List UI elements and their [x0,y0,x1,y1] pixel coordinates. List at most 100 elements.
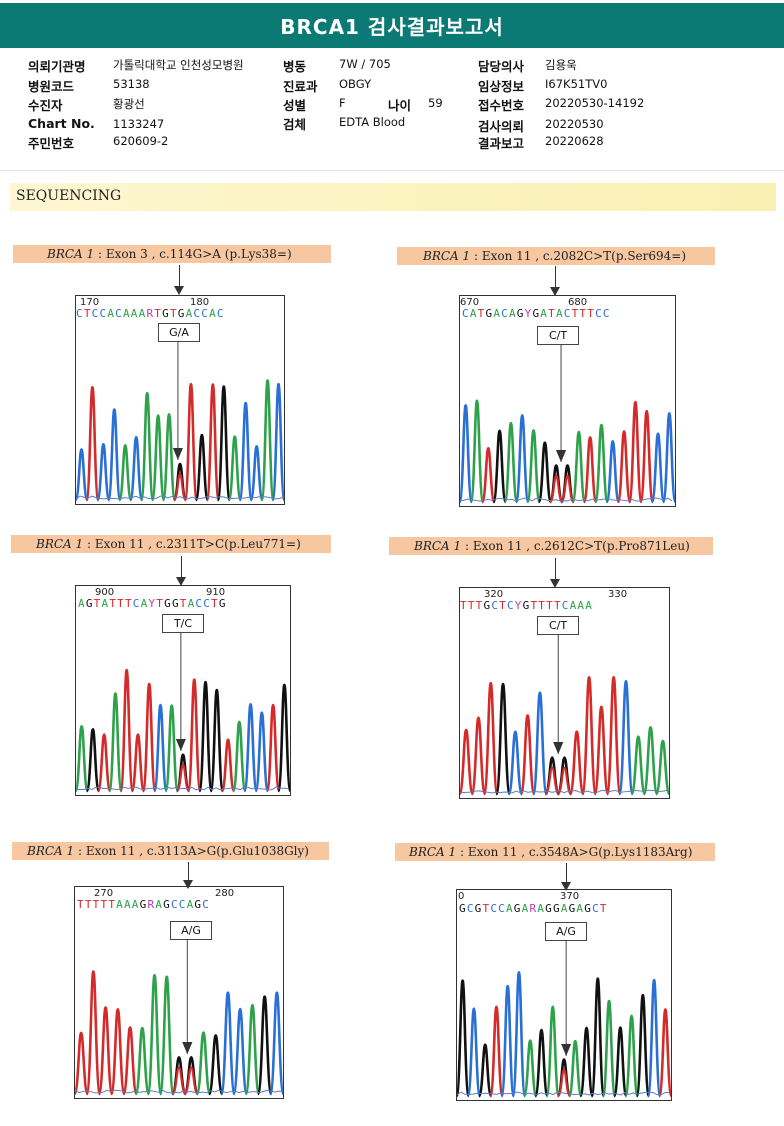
variant-marker-triangle-icon [175,739,186,751]
trace-peak [256,995,273,1096]
trace-peak-secondary [171,1066,187,1096]
trace-peak [107,408,122,502]
trace-peak [243,702,259,793]
specimen-label: 검체 [283,117,307,132]
variant-label: BRCA 1 : Exon 11 , c.2311T>C(p.Leu771=) [11,535,331,553]
trace-peak [216,385,232,502]
trace-peak [646,978,662,1098]
gene-name: BRCA 1 [36,537,84,551]
arrow-down-icon [176,577,186,586]
trace-peak [593,423,609,504]
position-label: 270 [94,888,114,899]
trace-peak [507,730,524,796]
position-label: 680 [568,297,588,308]
request-date-value: 20220530 [545,117,604,131]
trace-peak [122,1026,139,1096]
trace-peak [130,733,146,793]
position-label: 370 [560,891,580,902]
trace-peak [624,1014,640,1098]
chromatogram-panel: 900 910 AGTATTTCAYTGGTACCTG T/C [75,585,291,796]
trace-peak [164,704,180,793]
trace-peak [460,728,475,796]
genotype-box: C/T [537,326,579,345]
trace-peak-secondary [560,474,575,504]
trace-peak [117,444,133,502]
trace-peak [254,711,270,793]
trace-peak [601,999,617,1098]
chromatogram-panel: 0 370 GCGTCCAGARAGGAGAGCT A/G [456,889,672,1101]
base-sequence: CTCCACAAARTGTGACCAC [76,307,225,320]
trace-peak [480,447,496,504]
trace-peak [639,409,655,504]
variant-label: BRCA 1 : Exon 3 , c.114G>A (p.Lys38=) [13,245,331,263]
trace-peak [514,413,530,504]
department-value: OBGY [339,77,372,91]
report-date-label: 결과보고 [478,136,525,151]
chromatogram-panel: 270 280 TTTTTAAAGRAGCCAGC A/G [74,886,284,1099]
receipt-no-label: 접수번호 [478,98,525,113]
trace-peak-secondary [544,766,561,796]
trace-peak [571,430,587,504]
variant-description: : Exon 11 , c.2311T>C(p.Leu771=) [83,537,301,551]
trace-peak [146,973,163,1096]
trace-peak [593,705,610,796]
trace-peak [128,435,144,502]
trace-peak-secondary [548,474,564,504]
chromatogram-traces [76,632,290,793]
trace-peak [477,1043,493,1098]
trace-peak [119,668,135,793]
request-date-label: 검사의뢰 [478,119,525,134]
position-label: 910 [206,587,226,598]
variant-label: BRCA 1 : Exon 11 , c.2082C>T(p.Ser694=) [397,247,715,265]
department-label: 진료과 [283,79,318,94]
arrow-down-icon [561,882,571,891]
variant-marker-triangle-icon [182,1042,193,1054]
variant-description: : Exon 11 , c.3548A>G(p.Lys1183Arg) [456,845,693,859]
arrow-down-icon [550,579,560,588]
sex-label: 성별 [283,98,307,113]
trace-peak [207,1034,224,1096]
arrow-down-icon [174,286,184,295]
variant-description: : Exon 3 , c.114G>A (p.Lys38=) [94,247,292,261]
variant-marker-triangle-icon [553,742,564,754]
trace-peak [209,688,225,793]
trace-peak [616,430,632,504]
trace-peak [605,676,622,796]
doctor-label: 담당의사 [478,59,525,74]
trace-peak [650,432,666,504]
trace-peak [469,399,485,504]
trace-peak [482,681,499,796]
trace-peak [568,730,585,796]
trace-peak [503,421,519,504]
trace-peak [97,1006,114,1096]
arrow-line [555,266,556,288]
doctor-value: 김용욱 [545,58,577,72]
divider [0,170,784,171]
trace-peak [268,991,283,1096]
trace-peak [109,1008,126,1096]
arrow-line [181,556,182,577]
trace-peak [612,1026,628,1098]
chromatogram-panel: 170 180 CTCCACAAARTGTGACCAC G/A [75,295,285,505]
gene-name: BRCA 1 [423,249,471,263]
trace-peak [470,716,487,796]
trace-peak [605,439,621,504]
patient-info-block: 의뢰기관명 가톨릭대학교 인천성모병원 병원코드 53138 수진자 황광선 C… [0,52,784,156]
trace-peak [526,429,542,504]
base-sequence: GCGTCCAGARAGGAGAGCT [459,902,608,915]
trace-peak [661,412,675,504]
trace-peak [198,680,214,793]
gene-name: BRCA 1 [414,539,462,553]
ward-label: 병동 [283,59,307,74]
position-label: 280 [215,888,235,899]
trace-peak [85,970,102,1096]
age-label: 나이 [388,98,412,113]
report-date-value: 20220628 [545,134,604,148]
variant-marker-triangle-icon [172,448,183,460]
chart-no-label: Chart No. [28,116,95,131]
position-label: 330 [608,589,628,600]
trace-peak [220,738,236,793]
trace-peak-secondary [183,1066,200,1096]
resident-no-label: 주민번호 [28,136,75,151]
trace-peak [457,979,471,1098]
